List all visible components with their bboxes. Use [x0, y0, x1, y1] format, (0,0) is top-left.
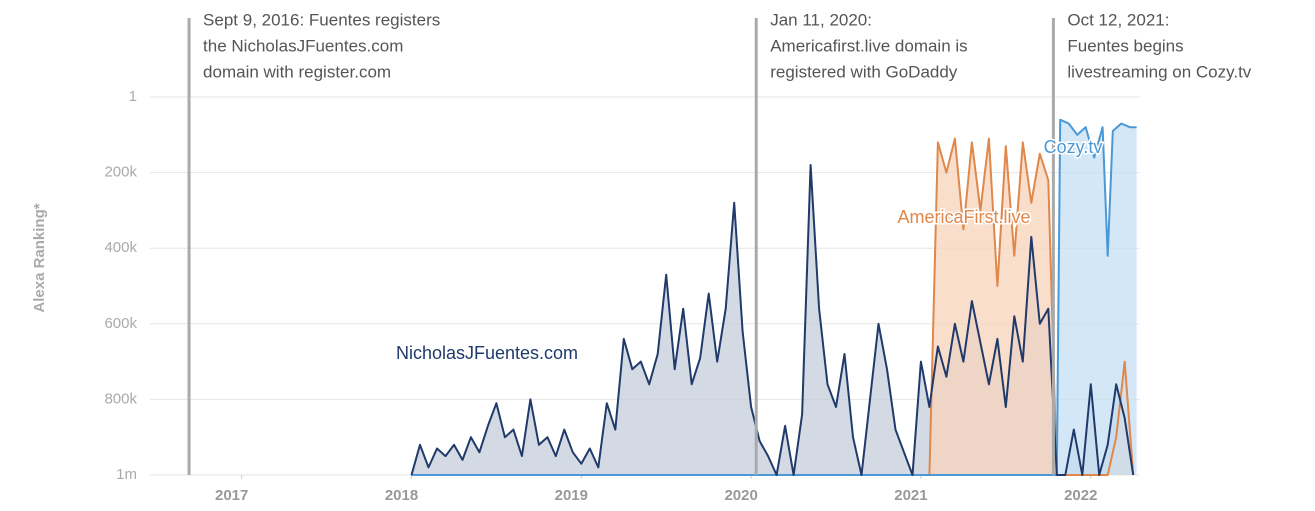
y-tick-label: 400k: [104, 239, 137, 256]
annotation-text: Americafirst.live domain is: [770, 36, 967, 55]
areas: [411, 119, 1137, 475]
series-label: AmericaFirst.live: [897, 207, 1030, 227]
series-label: NicholasJFuentes.com: [396, 343, 578, 363]
annotation-text: registered with GoDaddy: [770, 62, 958, 81]
x-tick-label: 2019: [555, 487, 588, 504]
labels: NicholasJFuentes.com AmericaFirst.live Coz…: [396, 135, 1104, 363]
annotation-text: Oct 12, 2021:: [1067, 10, 1169, 29]
annotation-text: Jan 11, 2020:: [770, 10, 872, 29]
y-tick-label: 1: [129, 88, 137, 105]
annotation-text: the NicholasJFuentes.com: [203, 36, 403, 55]
y-tick-label: 600k: [104, 315, 137, 332]
x-tick-label: 2018: [385, 487, 418, 504]
x-tick-label: 2021: [894, 487, 927, 504]
line: [411, 118, 1137, 476]
x-tick-label: 2022: [1064, 487, 1097, 504]
area: [929, 138, 1134, 475]
x-tick-label: 2017: [215, 487, 248, 504]
line: [410, 164, 1135, 476]
annotations: Sept 9, 2016: Fuentes registers the Nicho…: [187, 10, 1252, 475]
x-tick-label: 2020: [724, 487, 757, 504]
series-label: Cozy.tv: [1044, 137, 1103, 157]
annotation-text: livestreaming on Cozy.tv: [1067, 62, 1251, 81]
annotation-text: domain with register.com: [203, 62, 391, 81]
y-axis-title: Alexa Ranking*: [31, 203, 48, 312]
area: [411, 119, 1137, 475]
lines: [410, 118, 1137, 476]
annotation-text: Sept 9, 2016: Fuentes registers: [203, 10, 440, 29]
y-tick-label: 1m: [116, 466, 137, 483]
y-tick-label: 200k: [104, 164, 137, 181]
annotation-text: Fuentes begins: [1067, 36, 1183, 55]
y-tick-label: 800k: [104, 390, 137, 407]
